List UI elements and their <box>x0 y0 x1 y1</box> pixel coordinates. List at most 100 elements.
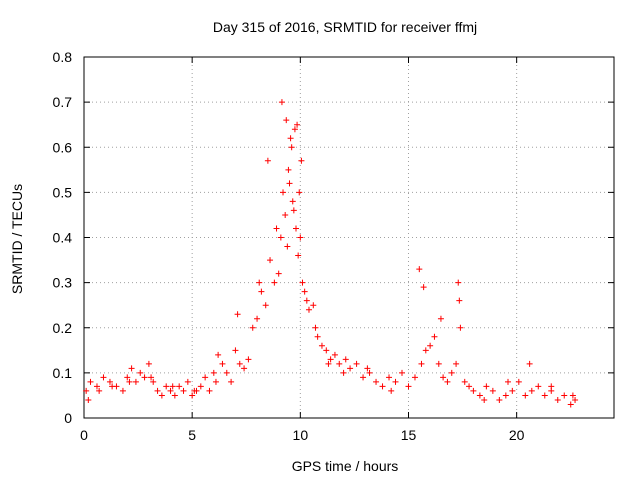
data-point <box>109 383 116 390</box>
data-point <box>171 392 178 399</box>
data-point <box>215 351 222 358</box>
data-point <box>232 347 239 354</box>
x-axis-label: GPS time / hours <box>292 458 399 474</box>
data-point <box>496 396 503 403</box>
data-point <box>515 378 522 385</box>
data-point <box>83 387 90 394</box>
data-point <box>176 383 183 390</box>
data-point <box>509 387 516 394</box>
data-point <box>342 356 349 363</box>
data-point <box>210 369 217 376</box>
data-point <box>141 374 148 381</box>
data-point <box>128 365 135 372</box>
data-point <box>418 360 425 367</box>
data-point <box>336 360 343 367</box>
data-point <box>278 99 285 106</box>
data-point <box>249 324 256 331</box>
data-point <box>305 306 312 313</box>
grid-lines <box>84 57 614 418</box>
data-point <box>294 121 301 128</box>
data-point <box>93 383 100 390</box>
data-point <box>456 297 463 304</box>
data-point <box>289 198 296 205</box>
data-point <box>298 157 305 164</box>
data-point <box>126 378 133 385</box>
y-tick-label: 0.1 <box>53 365 73 381</box>
data-point <box>283 117 290 124</box>
data-point <box>366 369 373 376</box>
data-point <box>241 365 248 372</box>
data-point <box>245 356 252 363</box>
data-point <box>535 383 542 390</box>
data-point <box>444 378 451 385</box>
data-point <box>295 252 302 259</box>
data-point <box>476 392 483 399</box>
data-point <box>291 126 298 133</box>
data-point <box>100 374 107 381</box>
data-point <box>180 387 187 394</box>
chart-title: Day 315 of 2016, SRMTID for receiver ffm… <box>213 19 477 35</box>
data-point <box>256 279 263 286</box>
data-point <box>277 234 284 241</box>
data-point <box>285 166 292 173</box>
y-tick-label: 0.2 <box>53 320 73 336</box>
data-point <box>435 360 442 367</box>
data-point <box>310 302 317 309</box>
data-point <box>386 374 393 381</box>
data-point <box>448 369 455 376</box>
data-point <box>273 225 280 232</box>
data-point <box>422 347 429 354</box>
data-point <box>299 279 306 286</box>
data-point <box>158 392 165 399</box>
data-point <box>191 387 198 394</box>
data-point <box>420 284 427 291</box>
data-points <box>83 99 579 408</box>
data-point <box>189 392 196 399</box>
data-point <box>405 383 412 390</box>
data-point <box>373 378 380 385</box>
data-point <box>353 360 360 367</box>
data-point <box>202 374 209 381</box>
data-point <box>258 288 265 295</box>
data-point <box>293 225 299 232</box>
data-point <box>148 374 155 381</box>
data-point <box>505 378 511 385</box>
data-point <box>455 279 462 286</box>
data-point <box>234 311 241 318</box>
data-point <box>219 360 226 367</box>
x-tick-label: 15 <box>401 427 417 443</box>
data-point <box>399 369 405 376</box>
data-point <box>431 333 438 340</box>
data-point <box>288 144 295 151</box>
x-tick-label: 20 <box>509 427 525 443</box>
data-point <box>457 324 464 331</box>
data-point <box>347 365 354 372</box>
data-point <box>427 342 434 349</box>
x-tick-label: 0 <box>80 427 88 443</box>
data-point <box>364 365 371 372</box>
data-point <box>223 369 230 376</box>
data-point <box>286 180 293 187</box>
data-point <box>167 387 174 394</box>
data-point <box>85 396 92 403</box>
data-point <box>360 374 367 381</box>
data-point <box>106 378 113 385</box>
data-point <box>137 369 144 376</box>
y-tick-label: 0.5 <box>53 184 73 200</box>
data-point <box>254 315 261 322</box>
data-point <box>296 189 303 196</box>
data-point <box>554 396 561 403</box>
data-point <box>379 383 386 390</box>
data-point <box>466 383 473 390</box>
data-point <box>184 378 191 385</box>
data-point <box>236 360 243 367</box>
data-point <box>437 315 444 322</box>
data-point <box>297 234 304 241</box>
y-tick-label: 0.3 <box>53 275 73 291</box>
data-point <box>411 374 418 381</box>
data-point <box>228 378 235 385</box>
data-point <box>124 374 131 381</box>
data-point <box>528 387 535 394</box>
y-tick-label: 0 <box>64 410 72 426</box>
